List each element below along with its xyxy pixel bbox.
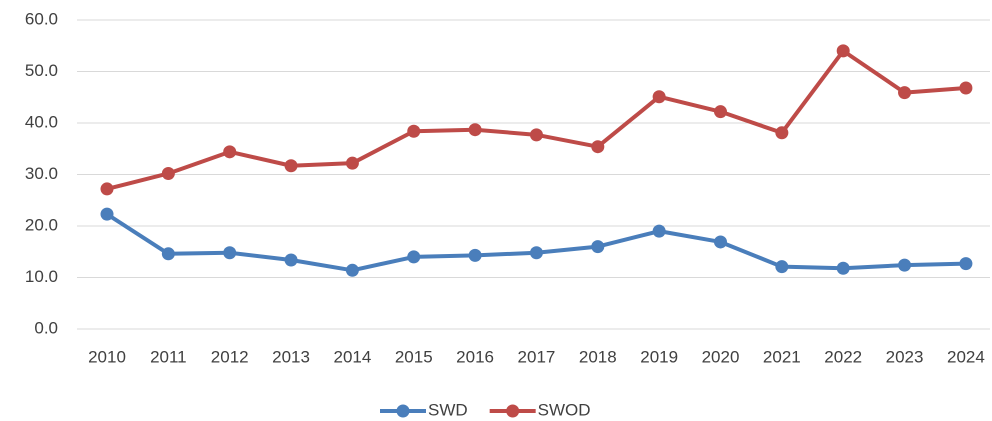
y-tick-label: 60.0 [25, 9, 58, 28]
data-point [591, 140, 605, 154]
data-point [529, 128, 543, 142]
y-tick-label: 20.0 [25, 215, 58, 234]
x-tick-label: 2023 [886, 347, 924, 366]
data-point [100, 182, 114, 196]
y-tick-label: 30.0 [25, 164, 58, 183]
data-point [775, 260, 789, 274]
data-point [407, 124, 421, 138]
data-point [529, 246, 543, 260]
data-point [714, 235, 727, 249]
data-point [100, 207, 114, 221]
data-point [898, 86, 912, 100]
x-tick-label: 2012 [211, 347, 249, 366]
series-line [105, 212, 966, 273]
x-tick-label: 2018 [579, 347, 617, 366]
data-point [407, 250, 421, 264]
y-tick-label: 40.0 [25, 112, 58, 131]
legend-item: SWD [380, 400, 468, 419]
y-tick-label: 0.0 [34, 318, 58, 337]
x-tick-label: 2017 [518, 347, 556, 366]
x-tick-label: 2015 [395, 347, 433, 366]
x-tick-label: 2013 [272, 347, 310, 366]
data-point [223, 145, 237, 159]
data-point [591, 240, 605, 254]
data-point [284, 159, 298, 173]
data-point [468, 123, 482, 137]
x-tick-label: 2022 [824, 347, 862, 366]
x-tick-label: 2014 [333, 347, 371, 366]
data-point [714, 105, 727, 119]
x-tick-label: 2010 [88, 347, 126, 366]
legend-marker [506, 404, 520, 418]
legend-label: SWD [428, 400, 468, 419]
legend-marker [396, 404, 410, 418]
x-tick-label: 2024 [947, 347, 985, 366]
data-point [898, 258, 912, 272]
data-point [345, 263, 359, 277]
data-point [468, 248, 482, 262]
data-point [223, 246, 237, 260]
x-tick-label: 2016 [456, 347, 494, 366]
data-point [161, 166, 175, 180]
data-point [652, 224, 666, 238]
data-point [959, 81, 973, 95]
data-point [775, 126, 789, 140]
x-tick-label: 2019 [640, 347, 678, 366]
y-tick-label: 50.0 [25, 61, 58, 80]
y-tick-label: 10.0 [25, 267, 58, 286]
data-point [652, 90, 666, 104]
data-point [284, 253, 298, 267]
legend-label: SWOD [538, 400, 591, 419]
data-point [959, 257, 973, 271]
data-point [836, 261, 850, 275]
data-point [161, 247, 175, 261]
data-point [836, 44, 850, 58]
legend-item: SWOD [489, 400, 591, 419]
x-tick-label: 2020 [702, 347, 740, 366]
data-point [345, 156, 359, 170]
x-tick-label: 2021 [763, 347, 801, 366]
x-tick-label: 2011 [150, 347, 187, 366]
